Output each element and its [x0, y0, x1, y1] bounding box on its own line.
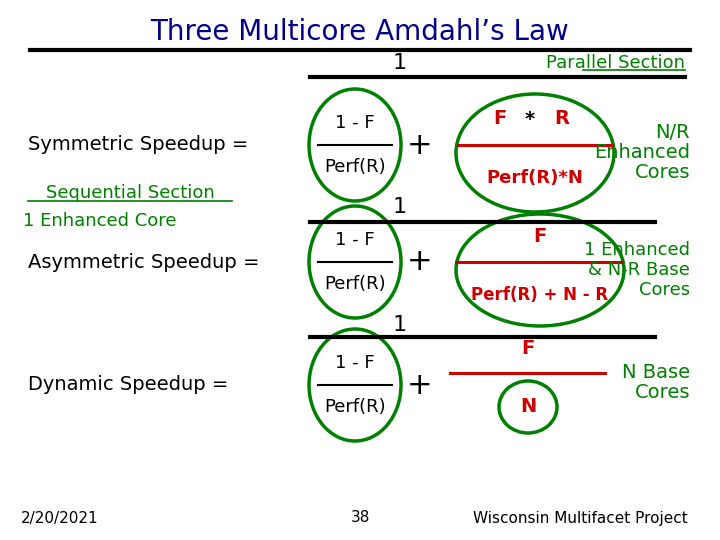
Text: Parallel Section: Parallel Section [546, 54, 685, 72]
Text: Wisconsin Multifacet Project: Wisconsin Multifacet Project [472, 510, 688, 525]
Text: Three Multicore Amdahl’s Law: Three Multicore Amdahl’s Law [150, 18, 570, 46]
Text: Perf(R): Perf(R) [324, 158, 386, 176]
Text: N Base: N Base [622, 363, 690, 382]
Text: Symmetric Speedup =: Symmetric Speedup = [28, 136, 248, 154]
Text: & N-R Base: & N-R Base [588, 261, 690, 279]
Text: Perf(R) + N - R: Perf(R) + N - R [472, 286, 608, 304]
Text: 1: 1 [393, 53, 407, 73]
Text: Sequential Section: Sequential Section [45, 184, 215, 202]
Text: +: + [408, 247, 433, 276]
Text: 1: 1 [393, 315, 407, 335]
Text: 1: 1 [393, 197, 407, 217]
Text: 1 Enhanced Core: 1 Enhanced Core [23, 212, 176, 230]
Text: F: F [534, 226, 546, 246]
Text: Cores: Cores [639, 281, 690, 299]
Text: N/R: N/R [655, 124, 690, 143]
Text: Perf(R): Perf(R) [324, 398, 386, 416]
Text: +: + [408, 131, 433, 159]
Text: Cores: Cores [634, 164, 690, 183]
Text: Cores: Cores [634, 383, 690, 402]
Text: 38: 38 [351, 510, 369, 525]
Text: Asymmetric Speedup =: Asymmetric Speedup = [28, 253, 259, 272]
Text: N: N [520, 397, 536, 416]
Text: +: + [408, 370, 433, 400]
Text: Perf(R)*N: Perf(R)*N [487, 169, 583, 187]
Text: Enhanced: Enhanced [594, 144, 690, 163]
Text: 1 - F: 1 - F [336, 354, 375, 372]
Text: 1 - F: 1 - F [336, 114, 375, 132]
Text: F: F [521, 340, 535, 359]
Text: R: R [554, 110, 570, 129]
Text: 2/20/2021: 2/20/2021 [21, 510, 99, 525]
Text: 1 - F: 1 - F [336, 231, 375, 249]
Text: *: * [525, 110, 535, 129]
Text: 1 Enhanced: 1 Enhanced [584, 241, 690, 259]
Text: F: F [493, 110, 507, 129]
Text: Dynamic Speedup =: Dynamic Speedup = [28, 375, 228, 395]
Text: Perf(R): Perf(R) [324, 275, 386, 293]
